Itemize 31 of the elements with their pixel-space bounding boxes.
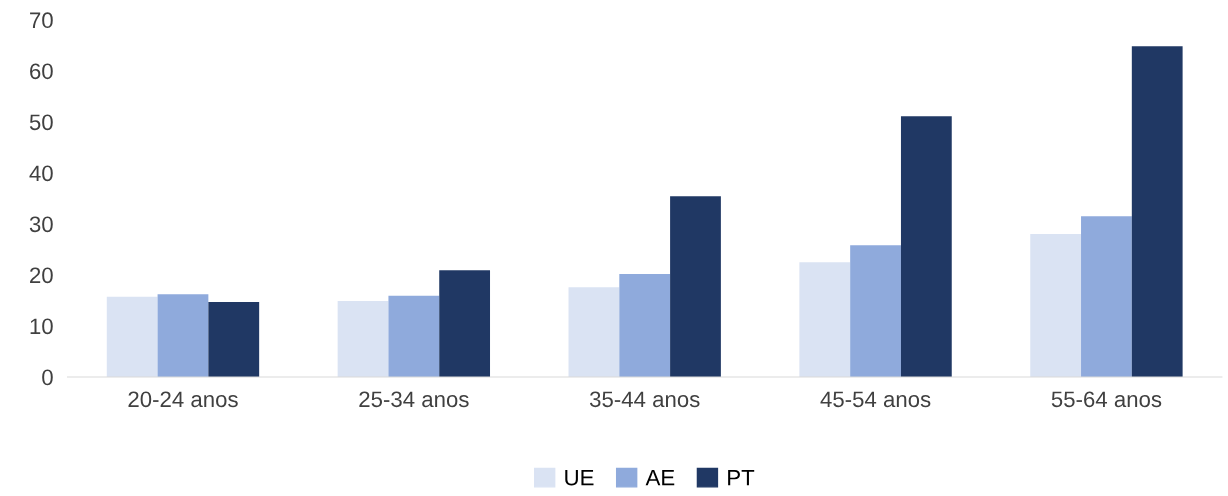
legend-label: UE — [565, 469, 594, 486]
x-tick-label: 45-54 anos — [820, 391, 931, 408]
bar — [337, 300, 389, 377]
bar — [900, 116, 952, 377]
bar — [670, 196, 721, 377]
x-tick-label: 55-64 anos — [1051, 391, 1162, 408]
bar — [106, 296, 158, 377]
bar — [157, 294, 209, 377]
bar — [208, 301, 260, 377]
bar — [1131, 46, 1183, 377]
legend-label: AE — [645, 469, 675, 486]
bar — [850, 245, 901, 377]
y-tick-label: 30 — [29, 216, 53, 233]
y-tick-label: 10 — [30, 318, 53, 335]
y-tick-label: 40 — [29, 165, 53, 182]
y-tick-label: 70 — [30, 12, 53, 29]
x-tick-label: 20-24 anos — [128, 391, 238, 408]
x-tick-label: 25-34 anos — [359, 391, 469, 408]
bar — [439, 270, 491, 377]
y-tick-label: 20 — [30, 267, 53, 284]
x-tick-label: 35-44 anos — [589, 391, 700, 408]
y-tick-label: 60 — [30, 63, 53, 80]
y-tick-label: 0 — [42, 369, 53, 386]
bar — [1081, 216, 1132, 377]
bar — [619, 273, 671, 377]
legend-label: PT — [728, 469, 755, 486]
y-tick-label: 50 — [29, 114, 53, 131]
bar — [568, 287, 620, 377]
bar — [388, 295, 440, 377]
bar — [1030, 234, 1082, 377]
bar — [799, 262, 851, 377]
